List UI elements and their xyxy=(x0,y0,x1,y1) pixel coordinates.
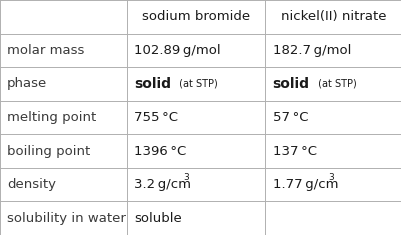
Text: solubility in water: solubility in water xyxy=(7,212,126,225)
Text: 1.77 g/cm: 1.77 g/cm xyxy=(272,178,337,191)
Text: 3.2 g/cm: 3.2 g/cm xyxy=(134,178,190,191)
Text: nickel(II) nitrate: nickel(II) nitrate xyxy=(280,10,385,23)
Text: solid: solid xyxy=(272,77,309,91)
Text: 137 °C: 137 °C xyxy=(272,145,316,158)
Text: 3: 3 xyxy=(328,173,334,182)
Text: 3: 3 xyxy=(183,173,189,182)
Text: 182.7 g/mol: 182.7 g/mol xyxy=(272,44,350,57)
Text: (at STP): (at STP) xyxy=(314,79,356,89)
Text: boiling point: boiling point xyxy=(7,145,90,158)
Text: sodium bromide: sodium bromide xyxy=(142,10,249,23)
Text: 57 °C: 57 °C xyxy=(272,111,307,124)
Text: (at STP): (at STP) xyxy=(176,79,217,89)
Text: solid: solid xyxy=(134,77,170,91)
Text: 1396 °C: 1396 °C xyxy=(134,145,186,158)
Text: soluble: soluble xyxy=(134,212,181,225)
Text: 102.89 g/mol: 102.89 g/mol xyxy=(134,44,220,57)
Text: melting point: melting point xyxy=(7,111,96,124)
Text: 755 °C: 755 °C xyxy=(134,111,177,124)
Text: phase: phase xyxy=(7,77,47,90)
Text: molar mass: molar mass xyxy=(7,44,84,57)
Text: density: density xyxy=(7,178,56,191)
